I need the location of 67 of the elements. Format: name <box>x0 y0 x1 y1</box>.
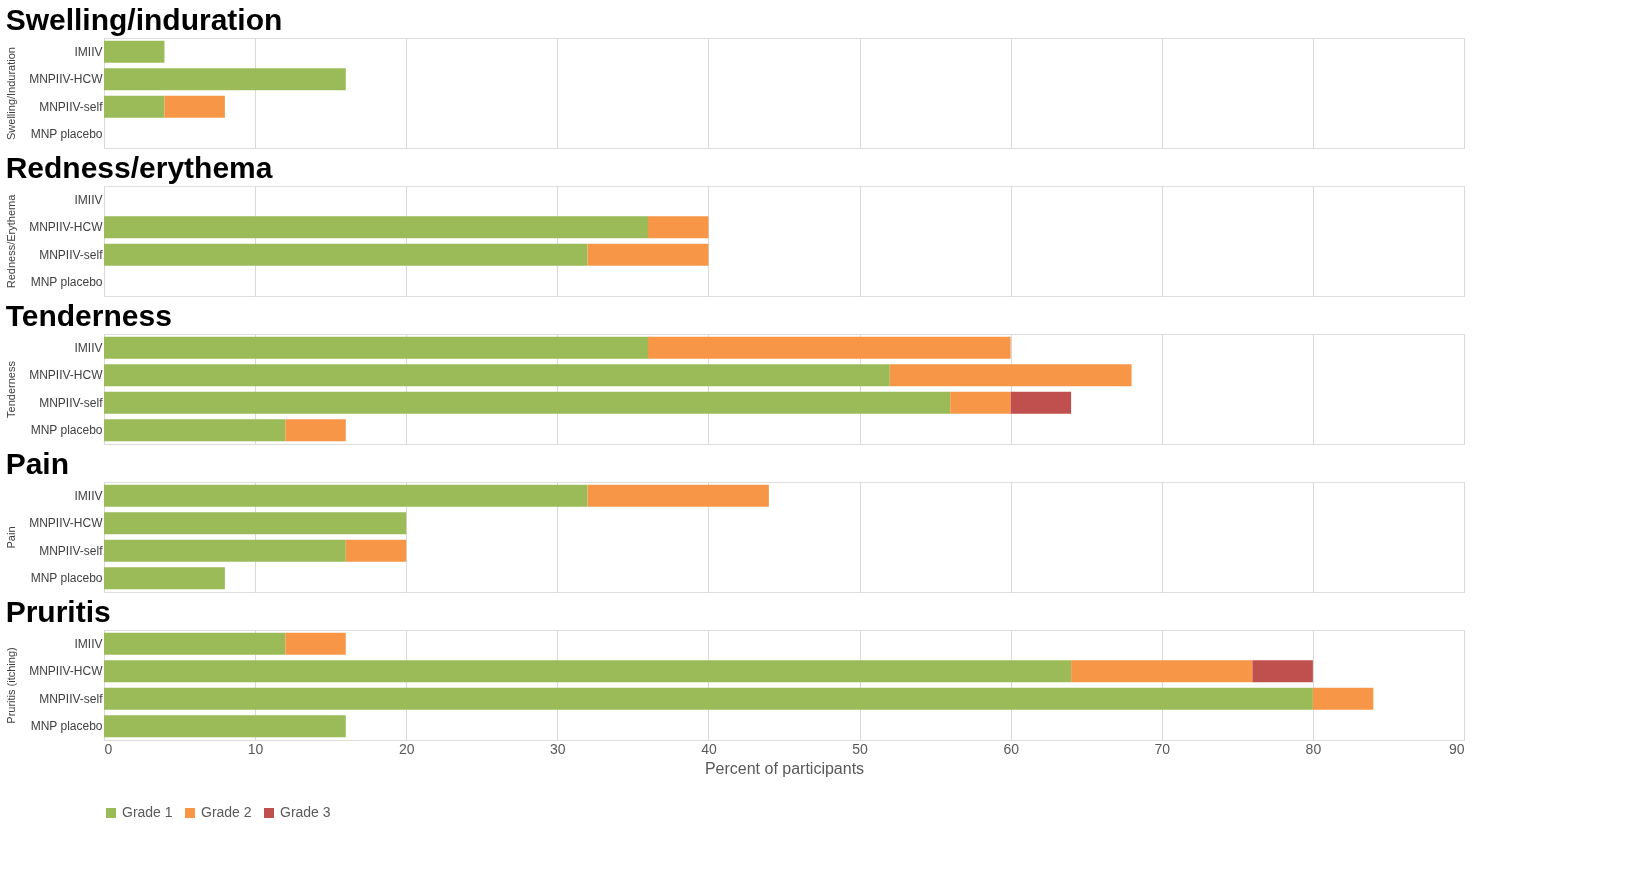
bar <box>104 567 225 590</box>
legend-label: Grade 1 <box>122 804 173 820</box>
y-tick-label: IMIIV <box>74 44 103 59</box>
chart-title: Pruritis <box>5 595 111 628</box>
bar <box>104 419 286 442</box>
bar <box>1312 687 1374 710</box>
bar <box>104 687 1313 710</box>
y-tick-label: MNP placebo <box>30 719 103 734</box>
y-tick-label: MNPIIV-self <box>39 99 104 114</box>
y-tick-label: MNPIIV-self <box>39 691 104 706</box>
y-tick-label: MNPIIV-HCW <box>29 664 104 679</box>
bar <box>104 391 951 414</box>
bar <box>587 484 769 507</box>
chart-title: Tenderness <box>5 299 172 332</box>
x-tick-label: 70 <box>1154 740 1171 757</box>
y-axis-title: Pruritis (itching) <box>5 647 18 724</box>
y-axis-title: Swelling/Induration <box>5 47 18 140</box>
legend-label: Grade 2 <box>201 804 252 820</box>
y-tick-label: MNP placebo <box>30 571 103 586</box>
bar <box>1071 660 1253 683</box>
bar <box>1010 391 1072 414</box>
x-tick-label: 40 <box>701 740 717 757</box>
y-tick-label: MNPIIV-self <box>39 395 104 410</box>
bar <box>104 364 890 387</box>
y-tick-label: MNPIIV-HCW <box>29 220 104 235</box>
bar <box>104 336 648 359</box>
x-tick-label: 50 <box>852 740 869 757</box>
bar <box>104 484 588 507</box>
y-tick-label: IMIIV <box>74 636 103 651</box>
bar <box>648 336 1011 359</box>
bar <box>889 364 1132 387</box>
chart-title: Pain <box>5 447 70 480</box>
y-tick-label: MNPIIV-self <box>39 543 104 558</box>
y-axis-title: Tenderness <box>5 360 18 418</box>
bar <box>104 512 407 535</box>
bar <box>285 419 346 442</box>
bar <box>104 715 346 738</box>
y-tick-label: MNP placebo <box>30 127 103 142</box>
x-tick-label: 90 <box>1448 740 1465 757</box>
y-tick-label: MNPIIV-self <box>39 247 104 262</box>
y-tick-label: IMIIV <box>74 192 103 207</box>
legend-label: Grade 3 <box>280 804 331 820</box>
chart-title: Redness/erythema <box>5 151 273 184</box>
y-axis-title: Pain <box>5 526 18 549</box>
y-tick-label: IMIIV <box>74 488 103 503</box>
x-tick-label: 10 <box>247 740 264 757</box>
x-tick-label: 0 <box>104 740 113 757</box>
y-tick-label: MNP placebo <box>30 275 103 290</box>
y-tick-label: MNPIIV-HCW <box>29 368 104 383</box>
x-tick-label: 20 <box>398 740 415 757</box>
bar <box>345 539 407 562</box>
bar <box>104 539 346 562</box>
x-axis-title: Percent of participants <box>704 759 865 777</box>
chart-title: Swelling/induration <box>5 3 283 36</box>
x-tick-label: 80 <box>1305 740 1322 757</box>
y-tick-label: MNP placebo <box>30 423 103 438</box>
y-axis-title: Redness/Erythema <box>5 193 18 289</box>
bar <box>1252 660 1313 683</box>
bar <box>104 660 1072 683</box>
bar <box>950 391 1011 414</box>
x-tick-label: 30 <box>550 740 566 757</box>
bar <box>104 632 286 655</box>
y-tick-label: MNPIIV-HCW <box>29 516 104 531</box>
y-tick-label: MNPIIV-HCW <box>29 72 104 87</box>
x-tick-label: 60 <box>1003 740 1020 757</box>
y-tick-label: IMIIV <box>74 340 103 355</box>
bar <box>285 632 346 655</box>
